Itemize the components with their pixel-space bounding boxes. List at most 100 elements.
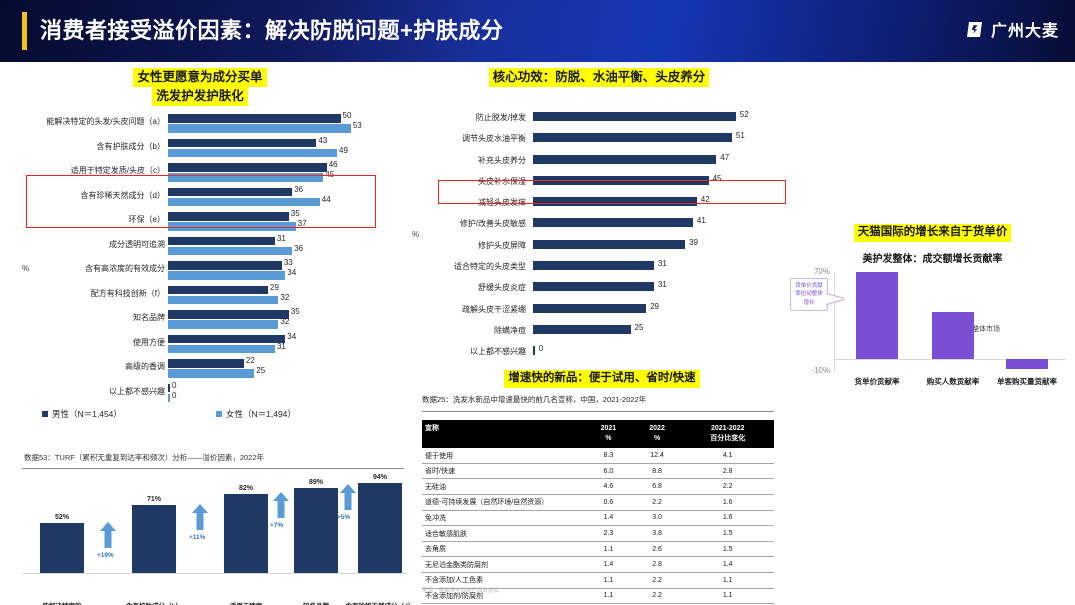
table-cell: 12.4 bbox=[632, 448, 682, 464]
left-chart-title-line1: 女性更愿意为成分买单 bbox=[133, 68, 267, 87]
turf-category-line: 能解决特定的 bbox=[13, 602, 111, 605]
right-bar-chart: 美护洗整体市场 货单价贡献率 购买人数贡献率 单客购买量贡献率 70% -10% bbox=[811, 267, 1066, 386]
turf-growth-arrow-icon bbox=[100, 522, 116, 548]
table-panel: 增速快的新品：便于试用、省时/快速 数据25：洗发水新品中增速最快的前几名宣称，… bbox=[418, 370, 786, 605]
table-cell: 1.6 bbox=[681, 510, 774, 527]
mid-chart-bar bbox=[533, 218, 693, 228]
right-chart-bar bbox=[932, 311, 974, 359]
left-chart-bar-group: 35 37 bbox=[168, 209, 368, 232]
mid-chart-category-label: 修护头皮屏障 bbox=[478, 240, 526, 250]
table-column-header: 2021-2022 百分比变化 bbox=[681, 420, 774, 449]
turf-baseline bbox=[22, 573, 407, 574]
table-cell: 1.4 bbox=[681, 556, 774, 574]
table-cell: 道德-可持续发展（自然环境/自然资源） bbox=[422, 494, 584, 511]
bar-value-female: 34 bbox=[287, 268, 297, 277]
header-accent-bar bbox=[22, 12, 27, 50]
mid-chart-bar bbox=[533, 112, 736, 121]
table-footer-source: 来源：英敏特全球新产品数据库 bbox=[422, 588, 500, 594]
mid-chart-row: 补充头皮养分 47 bbox=[404, 151, 794, 172]
turf-category-label: 含有护肤成分（b） bbox=[105, 602, 203, 605]
left-chart-title-line2: 洗发护发护肤化 bbox=[152, 86, 248, 106]
left-chart-row: 含有珍稀天然成分（d） 36 44 bbox=[0, 185, 400, 211]
table-row: 不含添加/人工色素 1.1 2.2 1.1 bbox=[422, 572, 774, 589]
mid-chart-bar bbox=[533, 261, 654, 271]
legend-swatch-icon bbox=[216, 411, 222, 417]
bar-value-male: 34 bbox=[287, 331, 297, 341]
mid-chart-row: 以上都不感兴趣 0 bbox=[404, 342, 794, 363]
turf-bar bbox=[224, 494, 268, 573]
mid-chart-title: 核心功效：防脱、水油平衡、头皮养分 bbox=[404, 68, 794, 87]
left-chart-panel: 女性更愿意为成分买单 洗发护发护肤化 % 能解决特定的头发/头皮问题（a） 50 5… bbox=[0, 68, 400, 448]
right-chart-subtitle: 美护发整体：成交额增长贡献率 bbox=[862, 254, 1003, 265]
mid-chart-row: 修护头皮屏障 39 bbox=[404, 236, 794, 257]
left-chart-category-label: 高级的香调 bbox=[125, 362, 165, 371]
mid-chart-category-label: 减轻头皮发痒 bbox=[478, 198, 526, 208]
table-row: 适合敏感肌肤 2.3 3.8 1.5 bbox=[422, 525, 774, 542]
table-cell: 2.6 bbox=[632, 541, 682, 558]
bar-male bbox=[168, 138, 317, 147]
turf-divider bbox=[22, 468, 404, 469]
table-cell: 2.2 bbox=[681, 478, 774, 496]
mid-chart-row: 头皮补水保湿 45 bbox=[404, 172, 794, 193]
bar-male bbox=[168, 212, 289, 221]
left-chart-bar-group: 50 53 bbox=[168, 111, 368, 134]
table-cell: 6.0 bbox=[584, 463, 633, 480]
bar-male bbox=[168, 114, 341, 123]
left-chart-category-label: 配方有科技创新（f） bbox=[90, 288, 165, 298]
turf-bar-value: 82% bbox=[238, 485, 253, 493]
table-cell: 1.1 bbox=[584, 588, 633, 605]
claims-table: 宣称 2021% 2022% 2021-2022 百分比变化 便于使用 8.3 12.4 4… bbox=[422, 420, 774, 605]
table-cell: 1.1 bbox=[584, 572, 633, 589]
bar-value-female: 32 bbox=[280, 292, 290, 302]
turf-bar bbox=[358, 482, 402, 573]
bar-male bbox=[168, 334, 286, 343]
table-cell: 1.1 bbox=[681, 572, 774, 589]
left-chart-bar-group: 33 34 bbox=[168, 258, 368, 281]
left-chart-bar-group: 22 25 bbox=[168, 356, 368, 379]
bar-female bbox=[168, 393, 170, 402]
bar-value-male: 43 bbox=[318, 135, 328, 145]
table-column-header-line: 2021 bbox=[600, 425, 617, 432]
table-cell: 去角质 bbox=[422, 541, 584, 558]
turf-growth-arrow-icon bbox=[273, 492, 289, 518]
left-chart-bar-group: 36 44 bbox=[168, 185, 368, 208]
table-cell: 6.8 bbox=[632, 478, 682, 496]
table-header: 宣称 2021% 2022% 2021-2022 百分比变化 bbox=[422, 420, 774, 449]
bar-female bbox=[168, 320, 279, 329]
mid-chart-bar-value: 39 bbox=[689, 237, 698, 247]
left-axis-percent-label: % bbox=[22, 264, 30, 273]
turf-bar-value: 94% bbox=[372, 473, 387, 481]
mid-chart-category-label: 调节头皮水油平衡 bbox=[462, 134, 526, 144]
right-chart-title: 天猫国际的增长来自于货单价 bbox=[790, 224, 1075, 242]
right-chart-y-tick: -10% bbox=[811, 366, 830, 376]
mid-chart-category-label: 舒缓头皮炎症 bbox=[478, 283, 526, 293]
bar-value-male: 22 bbox=[245, 356, 255, 365]
bar-value-male: 35 bbox=[290, 209, 300, 218]
right-chart-category-label: 单客购买量贡献率 bbox=[997, 377, 1057, 386]
mid-bar-chart: 防止脱发/掉发 52 调节头皮水油平衡 51 补充头皮养分 47 头皮补水保湿 45 减轻头皮发… bbox=[404, 108, 794, 364]
mid-chart-bar bbox=[533, 239, 686, 249]
table-cell: 3.0 bbox=[632, 510, 682, 527]
bar-male bbox=[168, 310, 289, 319]
table-column-header: 2022% bbox=[632, 420, 682, 449]
table-source-note: 数据25：洗发水新品中增速最快的前几名宣称，中国，2021-2022年 bbox=[422, 395, 647, 404]
left-chart-bar-group: 35 32 bbox=[168, 307, 368, 330]
mid-chart-bar-value: 0 bbox=[538, 344, 544, 354]
turf-bar bbox=[132, 504, 176, 573]
mid-chart-bar bbox=[533, 282, 654, 292]
table-row: 省时/快速 6.0 8.8 2.8 bbox=[422, 463, 774, 480]
turf-category-line: 知名品牌 bbox=[267, 602, 365, 605]
table-cell: 2.2 bbox=[632, 494, 682, 511]
bar-male bbox=[168, 163, 327, 172]
table-row: 便于使用 8.3 12.4 4.1 bbox=[422, 448, 774, 464]
table-title-text: 增速快的新品：便于试用、省时/快速 bbox=[504, 370, 700, 388]
mid-chart-bar bbox=[533, 154, 717, 164]
mid-chart-bar-value: 51 bbox=[735, 131, 745, 141]
table-row: 免冲洗 1.4 3.0 1.6 bbox=[422, 510, 774, 527]
bar-value-female: 31 bbox=[276, 341, 286, 351]
bar-value-female: 36 bbox=[294, 243, 304, 253]
left-grouped-bar-chart: 能解决特定的头发/头皮问题（a） 50 53 含有护肤成分（b） 43 49 适用于特定发质… bbox=[0, 111, 400, 404]
left-chart-row: 含有护肤成分（b） 43 49 bbox=[0, 135, 400, 162]
table-row: 道德-可持续发展（自然环境/自然资源） 0.6 2.2 1.6 bbox=[422, 494, 774, 511]
